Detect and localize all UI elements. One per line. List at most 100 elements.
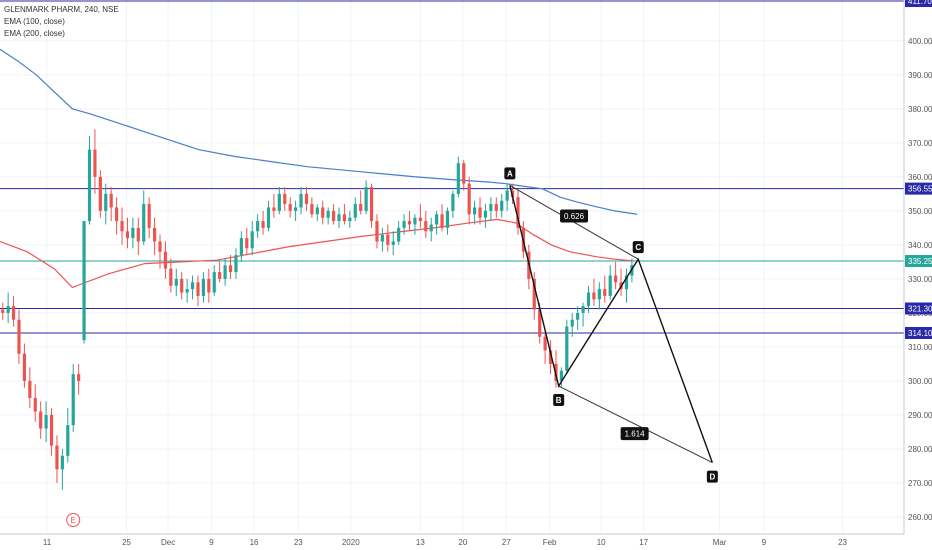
candle-body xyxy=(304,193,309,205)
candle-body xyxy=(565,326,569,371)
candle-body xyxy=(87,149,92,222)
candle xyxy=(494,197,498,218)
candle-body xyxy=(603,289,607,296)
y-tick-label: 330.00 xyxy=(908,275,932,284)
x-tick-label: 23 xyxy=(838,538,847,547)
candle-body xyxy=(131,227,135,239)
pattern-bd-line xyxy=(558,385,713,464)
candle xyxy=(543,329,547,364)
price-axis-bg xyxy=(904,0,932,550)
candle xyxy=(418,204,422,228)
level-label: 335.25 xyxy=(908,257,932,266)
candle-body xyxy=(380,234,384,242)
y-tick-label: 270.00 xyxy=(908,479,932,488)
candle-body xyxy=(407,221,412,225)
candle-body xyxy=(17,319,21,354)
candle-body xyxy=(33,397,37,412)
candle-body xyxy=(597,289,601,300)
candle xyxy=(125,217,130,249)
candle-body xyxy=(435,214,439,225)
candle-body xyxy=(445,210,450,228)
candle-body xyxy=(359,204,363,211)
candle xyxy=(294,200,298,222)
pattern-point-label: D xyxy=(709,473,715,482)
candle-body xyxy=(180,278,184,293)
candle xyxy=(218,261,222,283)
candle-body xyxy=(559,370,563,381)
candle-body xyxy=(266,207,271,228)
candle xyxy=(152,217,157,256)
candle-body xyxy=(261,221,265,228)
chart-legend: GLENMARK PHARM, 240, NSE EMA (100, close… xyxy=(4,4,119,40)
x-tick-label: 16 xyxy=(250,538,259,547)
candle xyxy=(256,214,260,239)
candle-body xyxy=(576,312,580,320)
candle xyxy=(245,227,249,256)
candle-body xyxy=(245,238,249,249)
candle xyxy=(331,204,336,225)
candle xyxy=(104,183,108,225)
legend-ema200: EMA (200, close) xyxy=(4,29,65,38)
candle xyxy=(49,408,54,456)
candle-body xyxy=(592,292,596,300)
earnings-marker-label: E xyxy=(71,516,76,525)
candle xyxy=(11,295,16,327)
candle-body xyxy=(342,214,347,222)
candle-body xyxy=(543,336,547,351)
candle xyxy=(348,210,352,228)
candle xyxy=(413,214,417,235)
candle xyxy=(559,367,563,388)
candle xyxy=(87,136,92,225)
candle xyxy=(163,241,168,279)
candle xyxy=(456,156,460,198)
x-tick-label: 2020 xyxy=(342,538,360,547)
candle xyxy=(60,448,64,490)
x-tick-label: 20 xyxy=(458,538,467,547)
candle-body xyxy=(586,292,591,307)
y-tick-label: 350.00 xyxy=(908,207,932,216)
candle xyxy=(136,217,140,256)
x-tick-label: Mar xyxy=(713,538,727,547)
candle-body xyxy=(364,187,368,211)
candle-body xyxy=(228,265,233,273)
y-tick-label: 340.00 xyxy=(908,241,932,250)
candle-body xyxy=(82,221,86,341)
candle-body xyxy=(494,204,498,211)
candle xyxy=(44,401,48,443)
candle xyxy=(82,221,86,344)
candle-body xyxy=(386,234,390,245)
candle-body xyxy=(581,306,585,313)
ratio-label: 0.626 xyxy=(564,212,585,221)
candle-body xyxy=(294,207,298,211)
pattern-point-label: C xyxy=(635,243,641,252)
candle-body xyxy=(136,227,140,242)
candle xyxy=(185,278,189,303)
candle-body xyxy=(478,207,482,218)
pattern-zigzag xyxy=(509,185,714,463)
candle xyxy=(321,200,325,225)
candle-body xyxy=(413,217,417,225)
candle xyxy=(158,234,162,269)
candle xyxy=(532,272,536,320)
candle xyxy=(98,170,102,218)
candle-body xyxy=(462,163,466,184)
candle-body xyxy=(532,278,536,310)
horizontal-levels xyxy=(0,0,904,334)
candle-body xyxy=(190,282,195,290)
candle-body xyxy=(256,221,260,232)
candle-body xyxy=(315,207,319,215)
candle xyxy=(342,204,347,225)
candle-body xyxy=(331,210,336,222)
candle xyxy=(603,275,607,303)
candle xyxy=(299,187,303,215)
candle-body xyxy=(391,241,395,245)
candle-body xyxy=(250,231,254,249)
candle-body xyxy=(120,221,124,232)
y-tick-label: 360.00 xyxy=(908,173,932,182)
candle xyxy=(380,227,384,252)
candle xyxy=(304,187,309,211)
candle xyxy=(33,384,37,422)
candle-body xyxy=(418,217,422,222)
candle-body xyxy=(66,425,70,456)
candle-body xyxy=(147,204,151,228)
